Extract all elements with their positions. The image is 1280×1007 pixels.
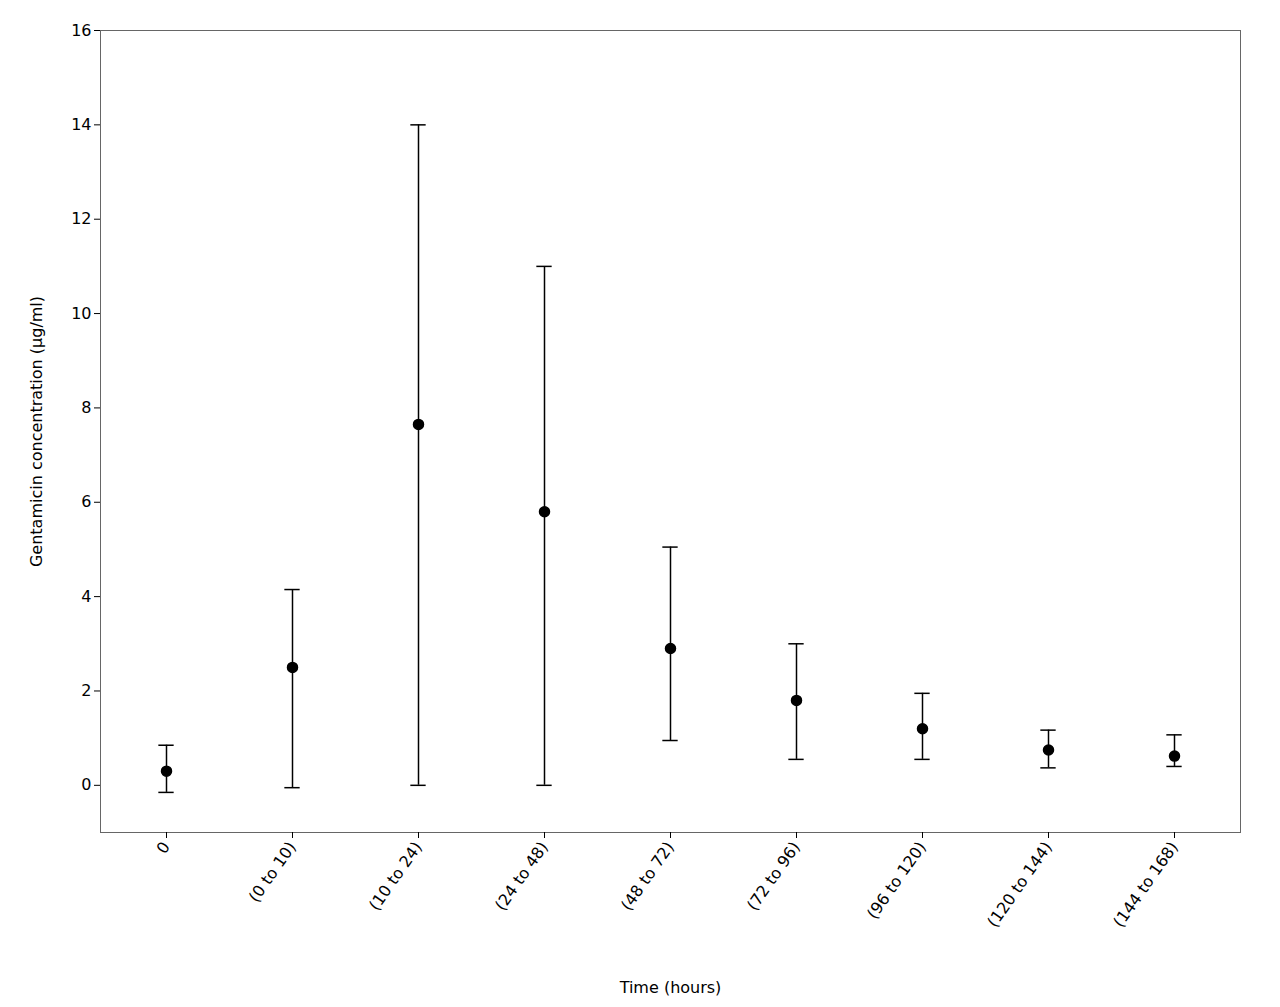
svg-text:12: 12 — [71, 209, 91, 228]
svg-text:(24 to 48): (24 to 48) — [491, 838, 552, 914]
svg-text:16: 16 — [71, 21, 91, 40]
svg-text:(0 to 10): (0 to 10) — [245, 838, 300, 906]
svg-text:Gentamicin concentration (µg/m: Gentamicin concentration (µg/ml) — [27, 296, 46, 567]
svg-text:(144 to 168): (144 to 168) — [1109, 838, 1182, 931]
svg-text:0: 0 — [81, 775, 91, 794]
svg-text:6: 6 — [81, 492, 91, 511]
svg-text:10: 10 — [71, 304, 91, 323]
svg-text:(10 to 24): (10 to 24) — [365, 838, 426, 914]
svg-text:(48 to 72): (48 to 72) — [617, 838, 678, 914]
svg-text:(120 to 144): (120 to 144) — [983, 838, 1056, 931]
svg-text:14: 14 — [71, 115, 91, 134]
svg-text:Time (hours): Time (hours) — [619, 978, 722, 997]
svg-text:4: 4 — [81, 587, 91, 606]
svg-text:(72 to 96): (72 to 96) — [743, 838, 804, 914]
svg-text:0: 0 — [153, 838, 174, 857]
svg-text:2: 2 — [81, 681, 91, 700]
svg-text:8: 8 — [81, 398, 91, 417]
svg-text:(96 to 120): (96 to 120) — [863, 838, 930, 922]
